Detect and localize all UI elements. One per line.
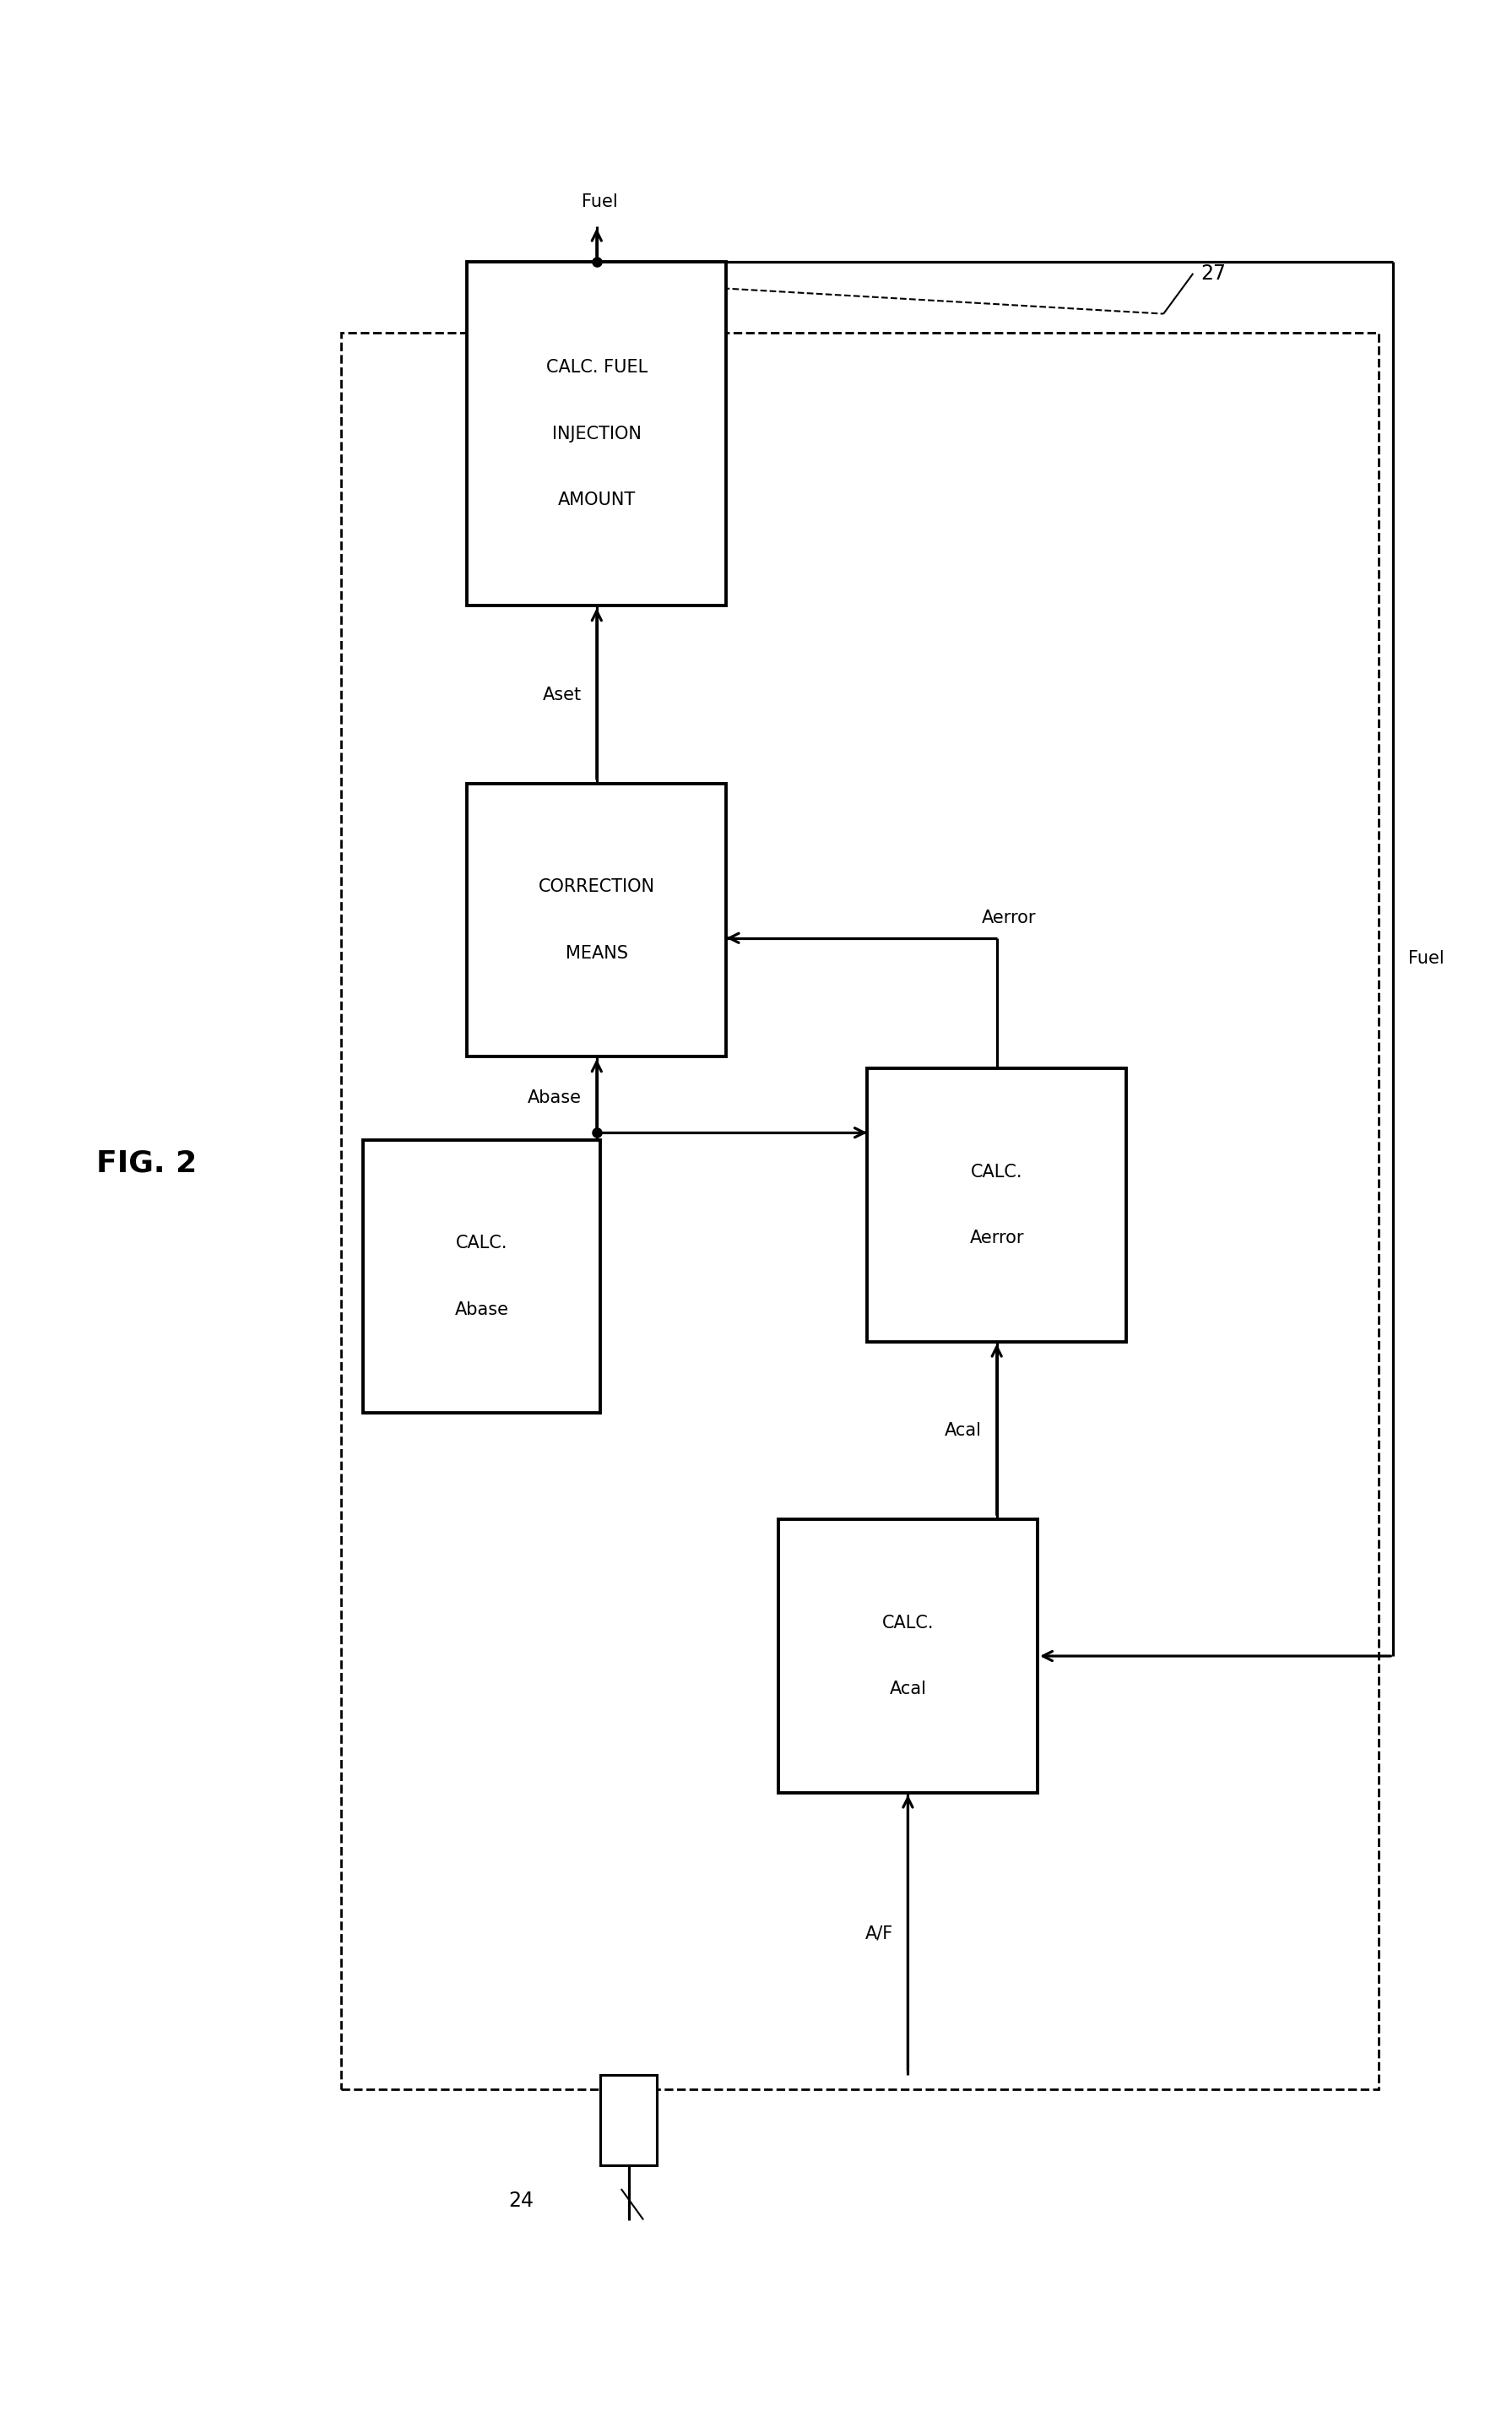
Text: Acal: Acal [889, 1681, 927, 1698]
Text: Abase: Abase [528, 1090, 582, 1107]
Bar [779, 1519, 1037, 1792]
Text: Aset: Aset [543, 685, 582, 702]
Text: Fuel: Fuel [582, 194, 618, 211]
Text: Aerror: Aerror [969, 1230, 1024, 1247]
Text: CALC. FUEL: CALC. FUEL [546, 358, 647, 375]
Text: CALC.: CALC. [971, 1163, 1022, 1180]
Text: Abase: Abase [455, 1301, 510, 1318]
Text: Aerror: Aerror [981, 908, 1036, 925]
Bar [866, 1068, 1126, 1342]
Text: CORRECTION: CORRECTION [538, 879, 655, 896]
Text: 27: 27 [1201, 264, 1226, 283]
Bar [467, 262, 726, 606]
Text: AMOUNT: AMOUNT [558, 492, 635, 509]
Text: FIG. 2: FIG. 2 [97, 1148, 197, 1177]
Text: MEANS: MEANS [565, 945, 627, 962]
Text: CALC.: CALC. [881, 1615, 934, 1632]
Text: 24: 24 [508, 2189, 534, 2211]
Text: A/F: A/F [865, 1925, 894, 1942]
Bar [600, 2076, 656, 2165]
Bar [342, 332, 1379, 2090]
Text: Acal: Acal [945, 1422, 981, 1439]
Text: Fuel: Fuel [1408, 949, 1444, 966]
Bar [467, 785, 726, 1056]
Text: INJECTION: INJECTION [552, 426, 641, 443]
Bar [363, 1141, 600, 1412]
Text: CALC.: CALC. [457, 1235, 508, 1252]
